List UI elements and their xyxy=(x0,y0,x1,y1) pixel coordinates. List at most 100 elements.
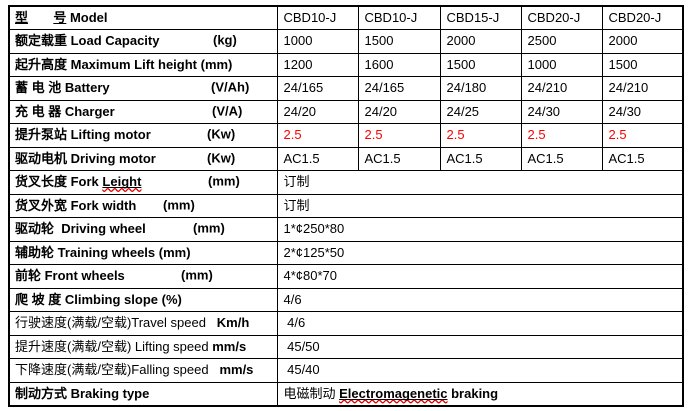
text-run: 爬 坡 度 Climbing slope (%) xyxy=(15,291,182,307)
spec-label-cell: 起升高度 Maximum Lift height (mm) xyxy=(8,52,278,77)
text-run: 订制 xyxy=(283,197,310,213)
text-run: 1500 xyxy=(608,56,638,72)
table-row: 蓄 电 池 Battery (V/Ah) 24/165 24/165 24/180 24/… xyxy=(8,76,684,101)
spec-value-cell: CBD20-J xyxy=(601,5,684,30)
spec-label-cell: 额定载重 Load Capacity (kg) xyxy=(8,29,278,54)
spec-label-cell: 驱动电机 Driving motor (Kw) xyxy=(8,146,278,171)
table-row: 货叉外宽 Fork width (mm) 订制 xyxy=(8,193,684,218)
table-row: 起升高度 Maximum Lift height (mm) 1200 1600 150… xyxy=(8,52,684,77)
text-run xyxy=(209,362,220,377)
spec-value-cell: 4*¢80*70 xyxy=(276,264,684,289)
spec-value-cell: AC1.5 xyxy=(439,146,522,171)
text-run: Km/h xyxy=(216,315,250,331)
spec-value-cell: 1200 xyxy=(276,52,359,77)
spec-value-cell: 2000 xyxy=(601,29,684,54)
spec-label-cell: 辅助轮 Training wheels (mm) xyxy=(8,240,278,265)
text-run: 驱动轮 Driving wheel xyxy=(15,221,146,237)
spec-value-cell: 订制 xyxy=(276,170,684,195)
text-run: 24/165 xyxy=(364,80,405,96)
misspelled-word-text: Leight xyxy=(102,174,142,190)
text-run: braking xyxy=(447,385,499,401)
highlighted-value: 2.5 xyxy=(446,127,465,143)
text-run: 号 xyxy=(53,10,67,26)
spec-value-cell: 4/6 xyxy=(276,287,684,312)
spec-value-cell: 24/165 xyxy=(276,76,359,101)
text-run: 1500 xyxy=(446,56,476,72)
table-row: 辅助轮 Training wheels (mm) 2*¢125*50 xyxy=(8,240,684,265)
text-run: 2500 xyxy=(527,33,557,49)
table-row: 驱动电机 Driving motor (Kw) AC1.5 AC1.5 AC1.5 AC1… xyxy=(8,146,684,171)
spec-label-cell: 制动方式 Braking type xyxy=(8,381,278,406)
table-row: 前轮 Front wheels (mm) 4*¢80*70 xyxy=(8,264,684,289)
text-run: 45/40 xyxy=(283,362,320,378)
table-row: 型 号 Model CBD10-J CBD10-J CBD15-J CBD20-J CBD… xyxy=(8,5,684,30)
spec-value-cell: CBD20-J xyxy=(520,5,603,30)
table-row: 爬 坡 度 Climbing slope (%) 4/6 xyxy=(8,287,684,312)
text-run: 24/165 xyxy=(283,80,324,96)
spec-value-cell: 1500 xyxy=(357,29,441,54)
table-row: 提升速度(满载/空载) Lifting speed mm/s 45/50 xyxy=(8,334,684,359)
text-run: 额定载重 Load Capacity xyxy=(15,33,160,49)
text-run: CBD15-J xyxy=(446,10,500,26)
table-row: 行驶速度(满载/空载)Travel speed Km/h 4/6 xyxy=(8,311,684,336)
spec-value-cell: AC1.5 xyxy=(276,146,359,171)
text-run: (mm) xyxy=(163,197,195,213)
spec-value-cell: 45/40 xyxy=(276,358,684,383)
text-run: 1500 xyxy=(364,33,394,49)
spec-table: 型 号 Model CBD10-J CBD10-J CBD15-J CBD20-J CBD… xyxy=(8,5,684,407)
text-run: 24/30 xyxy=(608,103,642,119)
text-run: 1000 xyxy=(283,33,313,49)
spec-label-cell: 提升泵站 Lifting motor (Kw) xyxy=(8,123,278,148)
spec-label-cell: 充 电 器 Charger (V/A) xyxy=(8,99,278,124)
spec-value-cell: 2.5 xyxy=(276,123,359,148)
spec-value-cell: AC1.5 xyxy=(601,146,684,171)
text-run: 24/30 xyxy=(527,103,561,119)
text-run: 2*¢125*50 xyxy=(283,244,345,260)
text-run: 24/210 xyxy=(608,80,649,96)
spec-value-cell: 1500 xyxy=(439,52,522,77)
text-run: (kg) xyxy=(213,32,237,48)
highlighted-value: 2.5 xyxy=(527,127,546,143)
text-run: AC1.5 xyxy=(446,150,483,166)
spec-value-cell: 45/50 xyxy=(276,334,684,359)
text-run: 起升高度 Maximum Lift height (mm) xyxy=(15,56,233,72)
text-run: (V/Ah) xyxy=(211,79,250,95)
text-run: (Kw) xyxy=(207,150,236,166)
misspelled-word-text: Electromagenetic xyxy=(339,385,448,401)
text-run: 1200 xyxy=(283,56,313,72)
spec-value-cell: 电磁制动 Electromagenetic braking xyxy=(276,381,684,406)
text-run: 45/50 xyxy=(283,338,320,354)
spec-value-cell: AC1.5 xyxy=(357,146,441,171)
text-run: 驱动电机 Driving motor xyxy=(15,150,156,166)
spec-value-cell: 2500 xyxy=(520,29,603,54)
text-run: 24/25 xyxy=(446,103,480,119)
spec-value-cell: 1000 xyxy=(276,29,359,54)
spec-label-cell: 提升速度(满载/空载) Lifting speed mm/s xyxy=(8,334,278,359)
spec-sheet: 型 号 Model CBD10-J CBD10-J CBD15-J CBD20-J CBD… xyxy=(8,5,684,407)
misspelled-word: Electromagenetic xyxy=(339,386,447,401)
text-run: 行驶速度(满载/空载)Travel speed xyxy=(15,315,206,331)
text-run xyxy=(206,315,217,330)
spec-value-cell: 24/20 xyxy=(357,99,441,124)
text-run: 2000 xyxy=(608,33,638,49)
text-run: 24/210 xyxy=(527,80,568,96)
text-run: (mm) xyxy=(208,173,240,189)
table-row: 货叉长度 Fork Leight (mm) 订制 xyxy=(8,170,684,195)
spec-value-cell: 2.5 xyxy=(439,123,522,148)
text-run: AC1.5 xyxy=(527,150,564,166)
text-run: (Kw) xyxy=(207,126,236,142)
table-row: 提升泵站 Lifting motor (Kw) 2.5 2.5 2.5 2.5 2.5 xyxy=(8,123,684,148)
text-run: 制动方式 Braking type xyxy=(15,385,150,401)
text-run: 前轮 Front wheels xyxy=(15,268,125,284)
spec-value-cell: 24/20 xyxy=(276,99,359,124)
text-run: AC1.5 xyxy=(364,150,401,166)
text-run: 1*¢250*80 xyxy=(283,221,345,237)
table-row: 制动方式 Braking type 电磁制动 Electromagenetic b… xyxy=(8,381,684,406)
spec-value-cell: 1500 xyxy=(601,52,684,77)
text-run: 4*¢80*70 xyxy=(283,268,338,284)
spec-label-cell: 驱动轮 Driving wheel (mm) xyxy=(8,217,278,242)
spec-label-cell: 货叉长度 Fork Leight (mm) xyxy=(8,170,278,195)
text-run: 货叉长度 Fork xyxy=(15,174,103,190)
text-run: 订制 xyxy=(283,174,310,190)
